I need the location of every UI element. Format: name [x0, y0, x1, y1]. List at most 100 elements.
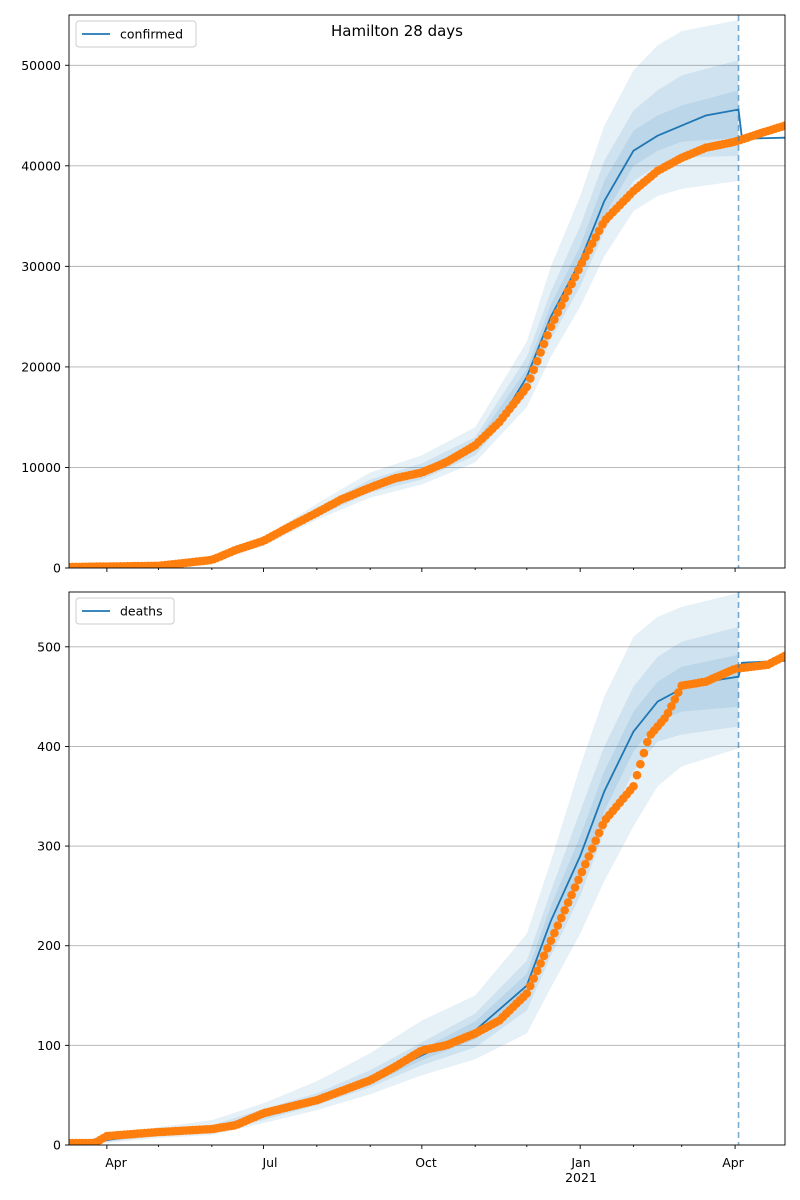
y-tick-label: 0: [53, 561, 61, 576]
legend-deaths: deaths: [75, 597, 175, 625]
observed-point: [639, 748, 649, 758]
observed-point: [532, 966, 542, 976]
legend-box: [75, 20, 197, 48]
observed-point: [667, 702, 676, 711]
observed-point: [539, 951, 549, 961]
observed-point: [546, 322, 556, 332]
y-tick-label: 0: [53, 1138, 61, 1153]
observed-point: [557, 913, 566, 923]
observed-point: [584, 852, 594, 861]
legend-box: [75, 597, 175, 625]
x-axis-confirmed: [106, 568, 736, 572]
x-tick-label: Oct: [415, 1155, 437, 1170]
y-axis-confirmed: 0 10000 20000 30000 40000 50000: [21, 58, 69, 576]
observed-point: [532, 356, 542, 366]
x-tick-label: Jan: [570, 1155, 590, 1170]
observed-point: [574, 875, 583, 885]
axes-frame: [68, 591, 786, 1146]
y-tick-label: 100: [37, 1038, 61, 1053]
observed-point: [570, 883, 580, 892]
observed-point: [567, 279, 576, 289]
observed-points-deaths: [69, 651, 785, 1145]
observed-point: [594, 828, 604, 838]
observed-point: [543, 944, 552, 953]
observed-point: [594, 226, 604, 236]
axes-frame: [68, 14, 786, 569]
observed-point: [550, 928, 559, 938]
uncertainty-band-2: [69, 60, 739, 568]
observed-points-confirmed: [69, 121, 785, 568]
y-tick-label: 50000: [21, 58, 61, 73]
observed-point: [629, 782, 638, 791]
panel-deaths: 0 100 200 300 400 500 Apr Jul Oct Jan 2021 Ap…: [37, 591, 786, 1185]
x-tick-label: Jul: [261, 1155, 277, 1170]
observed-point: [670, 695, 680, 704]
uncertainty-band-3: [69, 90, 739, 568]
observed-point: [560, 906, 569, 915]
observed-point: [674, 688, 683, 697]
observed-point: [563, 286, 573, 296]
observed-point: [584, 245, 594, 255]
y-tick-label: 300: [37, 839, 61, 854]
observed-point: [591, 233, 600, 242]
uncertainty-band-1: [69, 593, 739, 1145]
y-tick-label: 40000: [21, 158, 61, 173]
observed-point: [780, 651, 785, 661]
uncertainty-bands-confirmed: [69, 20, 739, 568]
legend-confirmed: confirmed: [75, 20, 197, 48]
axis-frame-deaths: [68, 591, 786, 1146]
x-axis-deaths: Apr Jul Oct Jan 2021 Apr: [105, 1145, 745, 1185]
observed-point: [632, 770, 642, 780]
y-tick-label: 200: [37, 938, 61, 953]
legend-label-deaths: deaths: [120, 604, 163, 619]
y-tick-label: 500: [37, 639, 61, 654]
observed-point: [522, 382, 532, 392]
observed-point: [563, 898, 573, 907]
observed-point: [529, 365, 538, 375]
observed-point: [550, 315, 559, 324]
observed-point: [526, 981, 535, 991]
y-tick-label: 10000: [21, 460, 61, 475]
figure-title: Hamilton 28 days: [331, 22, 463, 40]
legend-label-confirmed: confirmed: [120, 27, 183, 42]
y-tick-label: 30000: [21, 259, 61, 274]
observed-point: [643, 737, 652, 747]
observed-point: [636, 759, 645, 769]
observed-point: [567, 890, 576, 900]
panel-confirmed: 0 10000 20000 30000 40000 50000 confirmed: [21, 14, 786, 576]
observed-point: [581, 252, 590, 261]
y-tick-label: 400: [37, 739, 61, 754]
observed-point: [543, 331, 552, 340]
observed-point: [522, 989, 532, 998]
axis-frame-confirmed: [68, 14, 786, 569]
observed-point: [546, 936, 556, 945]
gridlines-confirmed: [69, 64, 785, 468]
observed-point: [591, 836, 600, 845]
observed-point: [557, 301, 566, 310]
observed-point: [780, 121, 785, 130]
observed-point: [526, 374, 535, 383]
observed-point: [536, 959, 545, 968]
x-tick-label: Apr: [105, 1155, 127, 1170]
observed-point: [581, 859, 590, 869]
observed-point: [577, 258, 587, 268]
observed-point: [577, 867, 587, 877]
uncertainty-band-1: [69, 20, 739, 568]
observed-point: [529, 974, 538, 983]
observed-point: [587, 844, 597, 853]
observed-point: [536, 348, 545, 357]
x-tick-label: Apr: [722, 1155, 744, 1170]
observed-point: [553, 921, 563, 930]
x-tick-sublabel: 2021: [565, 1170, 597, 1185]
observed-point: [587, 239, 597, 248]
observed-point: [663, 708, 673, 718]
uncertainty-band-2: [69, 626, 739, 1145]
observed-point: [539, 339, 549, 349]
observed-point: [574, 265, 583, 275]
y-tick-label: 20000: [21, 359, 61, 374]
observed-point: [560, 294, 569, 303]
observed-point: [570, 272, 580, 282]
observed-point: [553, 308, 563, 317]
y-axis-deaths: 0 100 200 300 400 500: [37, 639, 69, 1153]
